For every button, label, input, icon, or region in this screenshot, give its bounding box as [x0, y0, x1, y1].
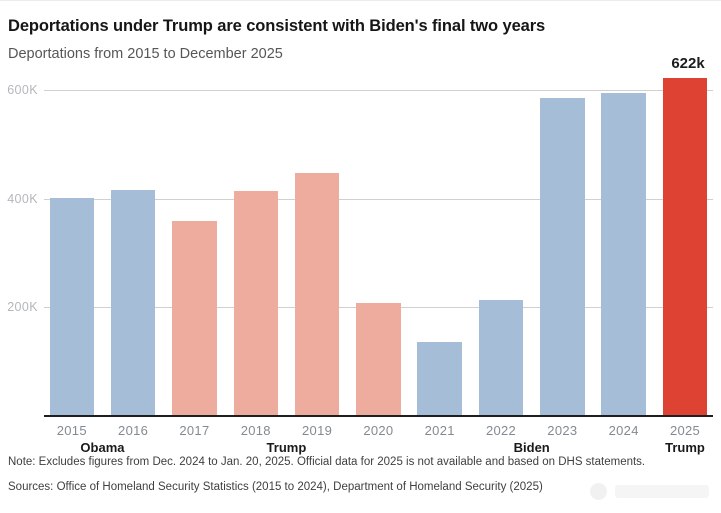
bar-2018: [233, 190, 278, 416]
bar-2015: [49, 197, 95, 416]
chart-subtitle: Deportations from 2015 to December 2025: [8, 46, 283, 62]
x-axis-label-2018: 2018: [240, 423, 271, 438]
watermark-camera-icon: [590, 482, 607, 500]
x-axis-line: [44, 415, 713, 417]
president-label-trump-10: Trump: [665, 440, 705, 455]
president-label-biden-6: Biden: [513, 440, 550, 455]
bar-2021: [417, 342, 462, 416]
bar-2024: [601, 93, 646, 416]
x-axis-label-2016: 2016: [118, 423, 149, 438]
x-axis-label-2020: 2020: [363, 423, 394, 438]
bar-2025: [662, 78, 708, 416]
x-axis-label-2022: 2022: [485, 423, 517, 438]
gridline-600k: [44, 90, 713, 92]
x-axis-label-2021: 2021: [424, 423, 455, 438]
x-axis-label-2025: 2025: [669, 423, 701, 438]
president-label-trump-2: Trump: [266, 440, 307, 455]
watermark-text-blur: [615, 484, 709, 498]
x-axis-label-2017: 2017: [179, 423, 210, 438]
chart-title: Deportations under Trump are consistent …: [8, 17, 546, 35]
x-axis-label-2019: 2019: [302, 423, 333, 438]
president-label-obama-0: Obama: [80, 440, 125, 455]
y-axis-label-400k: 400K: [7, 191, 38, 206]
x-axis-label-2015: 2015: [56, 423, 87, 438]
y-axis-label-600k: 600K: [7, 83, 38, 98]
x-axis-label-2023: 2023: [547, 423, 578, 438]
top-divider-line: [0, 0, 721, 1]
bar-2016: [110, 189, 156, 416]
bar-2022: [478, 300, 524, 416]
y-axis-label-200k: 200K: [7, 300, 38, 315]
bar-2020: [356, 303, 401, 416]
chart-sources: Sources: Office of Homeland Security Sta…: [8, 481, 543, 493]
bar-2023: [540, 98, 585, 416]
gridline-400k: [44, 198, 713, 200]
bar-2017: [172, 220, 217, 416]
watermark: [590, 480, 716, 502]
x-axis-label-2024: 2024: [608, 423, 639, 438]
annotation-622k: 622k: [671, 55, 705, 72]
bar-2019: [294, 173, 340, 416]
chart-note: Note: Excludes figures from Dec. 2024 to…: [8, 456, 646, 468]
